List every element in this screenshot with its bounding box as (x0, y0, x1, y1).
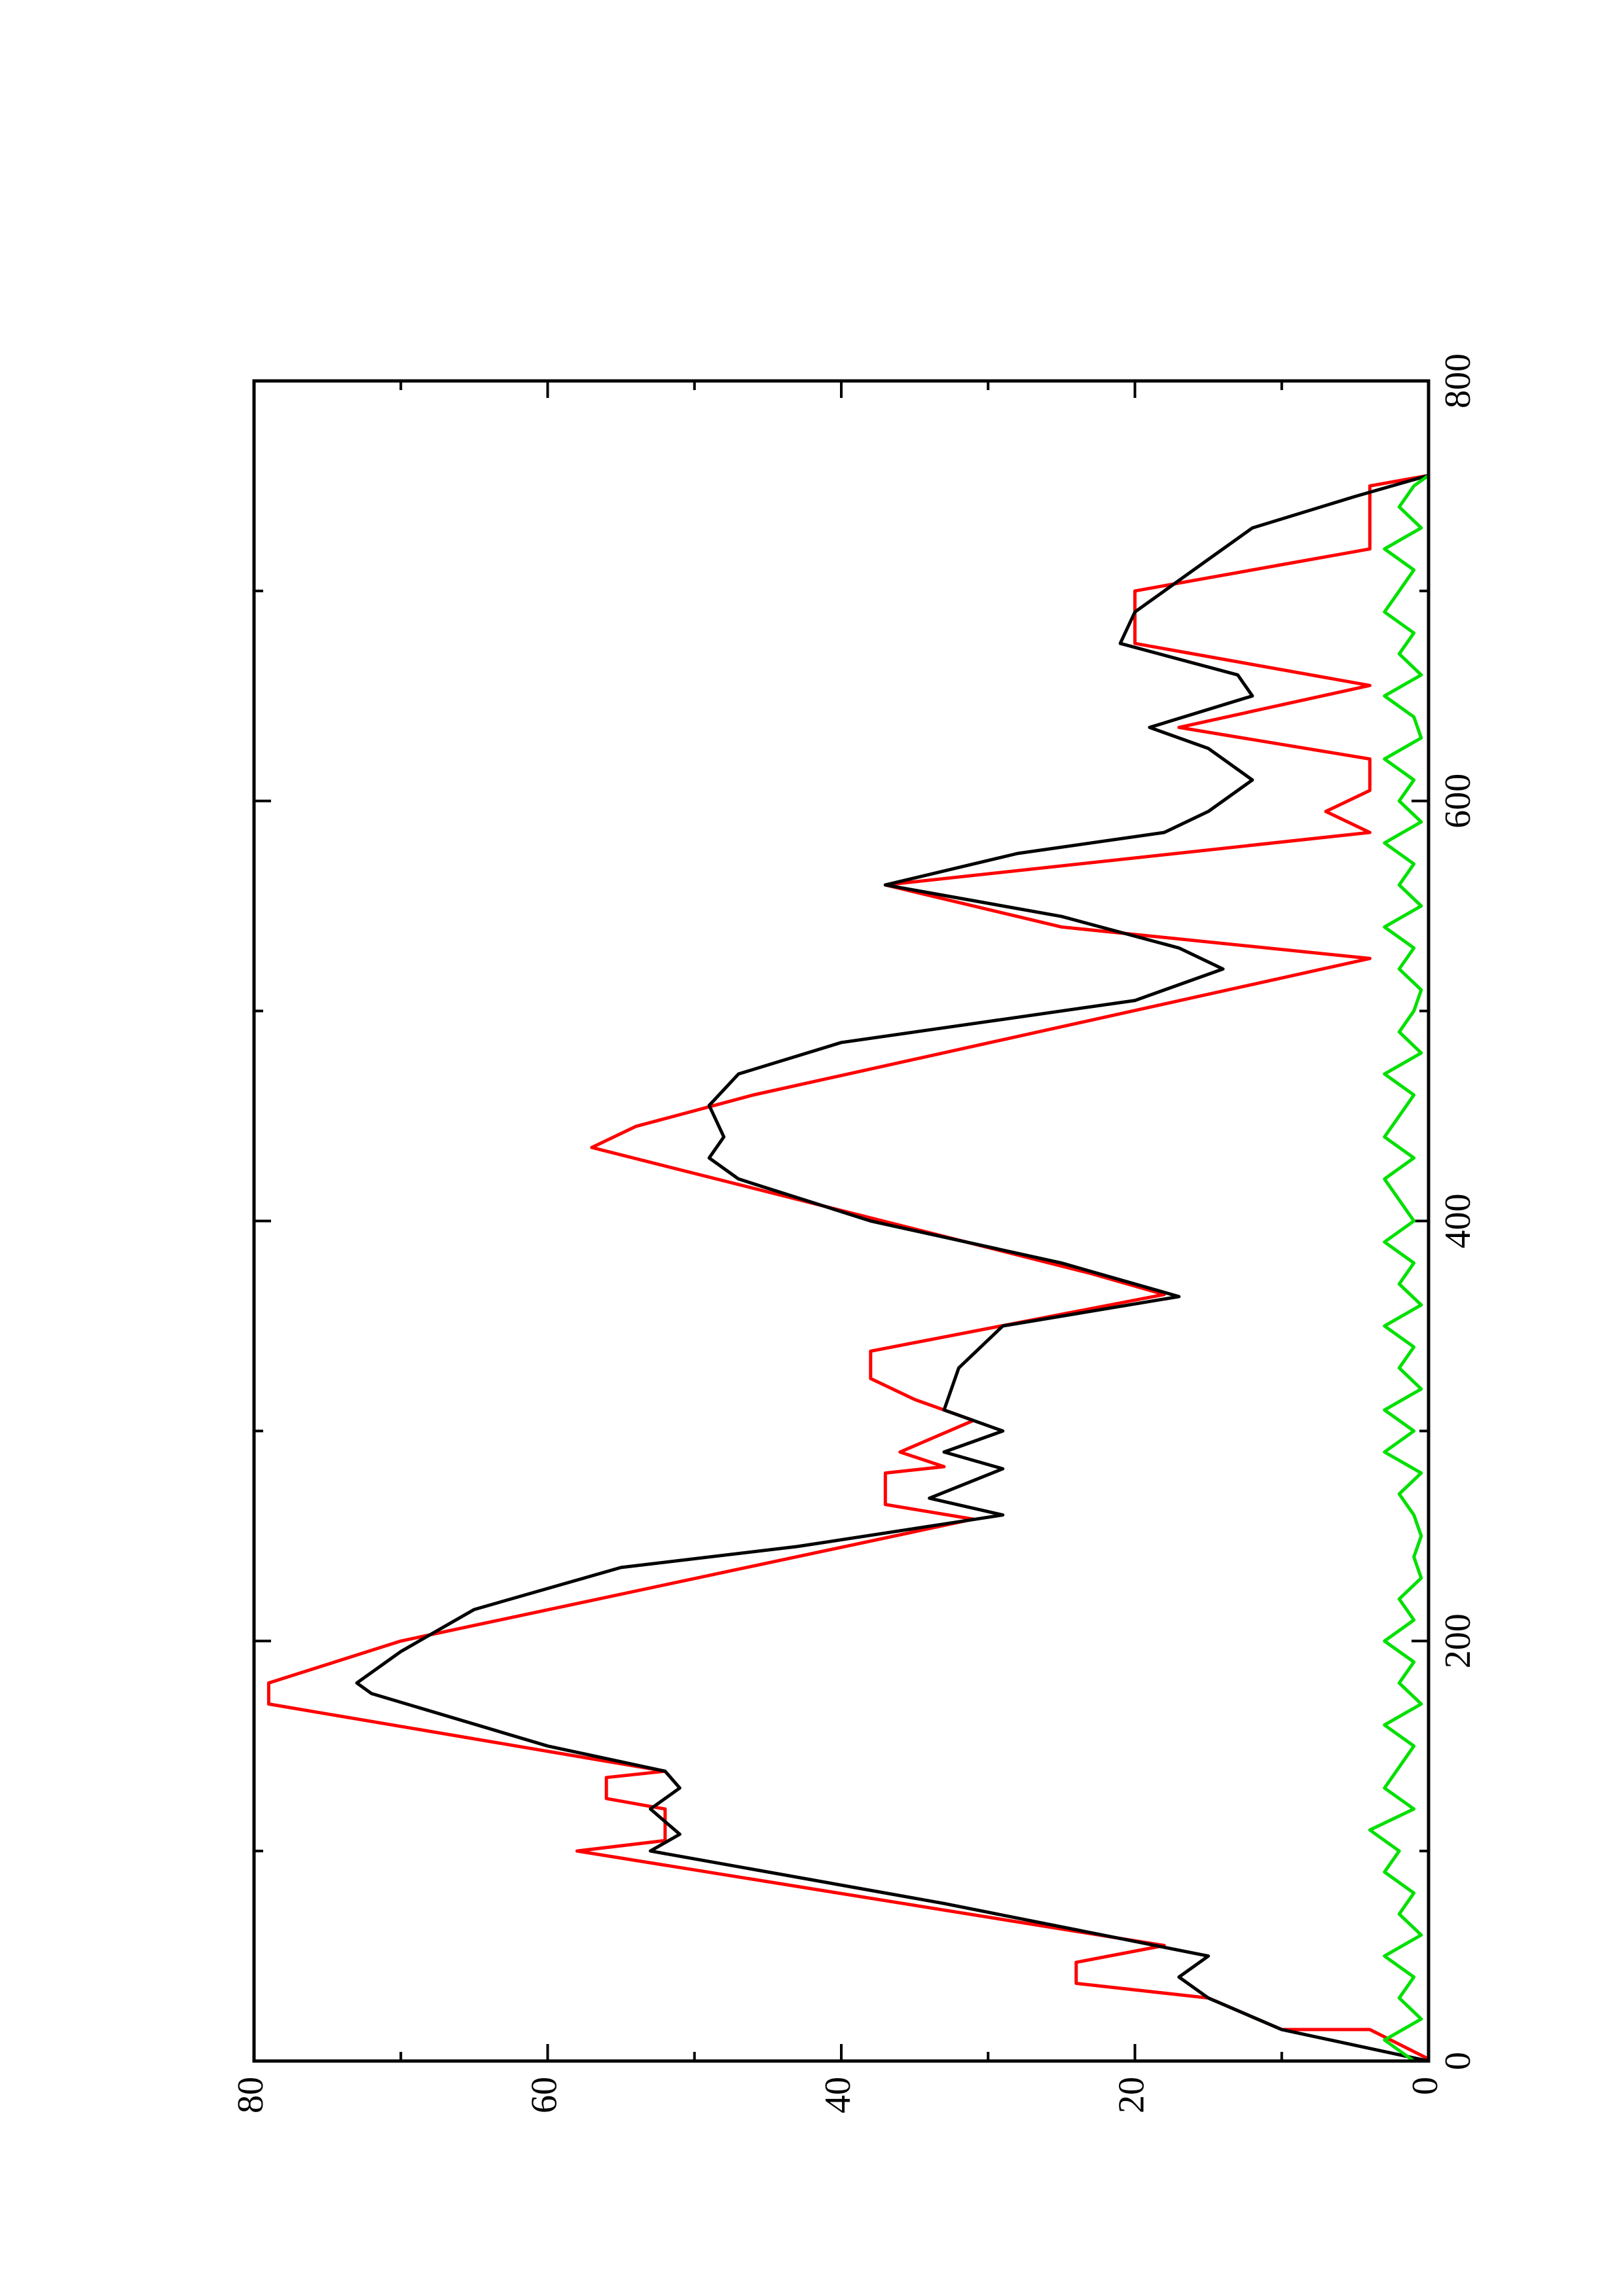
x-tick-label: 200 (1438, 1613, 1478, 1668)
data-line (1368, 474, 1430, 2063)
x-tick-label: 400 (1438, 1194, 1478, 1249)
plot-frame (252, 379, 1431, 2063)
y-tick-label: 60 (524, 2077, 564, 2113)
data-line (355, 473, 1429, 2063)
y-tick-label: 0 (1405, 2077, 1446, 2095)
x-tick-label: 600 (1438, 774, 1478, 829)
y-tick-label: 80 (230, 2077, 271, 2113)
y-tick-label: 20 (1111, 2077, 1152, 2113)
x-tick-label: 0 (1438, 2052, 1478, 2070)
y-tick-label: 40 (818, 2077, 858, 2113)
x-tick-label: 800 (1438, 353, 1478, 408)
